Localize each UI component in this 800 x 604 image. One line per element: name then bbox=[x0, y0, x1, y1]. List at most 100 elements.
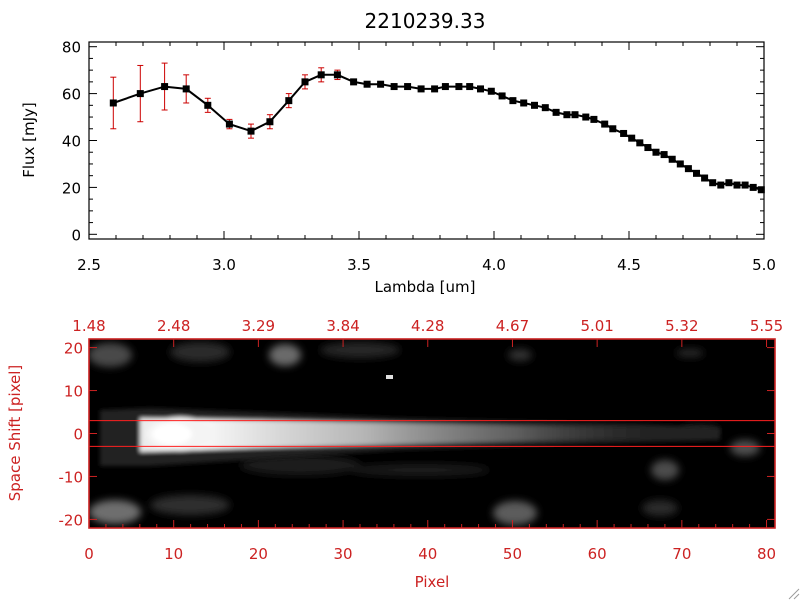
spectrum-point bbox=[644, 144, 652, 152]
spectrum-error-bars bbox=[110, 62, 765, 193]
spectrum-x-tick-label: 4.5 bbox=[617, 256, 641, 274]
spectrum-point bbox=[109, 99, 117, 107]
spectrum-point bbox=[563, 111, 571, 119]
spectrum-x-tick-label: 2.5 bbox=[77, 256, 101, 274]
spectrum-point bbox=[660, 151, 668, 159]
image-top-tick-label: 5.55 bbox=[750, 317, 783, 335]
spectrum-point bbox=[741, 181, 749, 189]
spectrum-point bbox=[571, 111, 579, 119]
spectrum-point bbox=[136, 90, 144, 98]
image-top-tick-label: 2.48 bbox=[157, 317, 190, 335]
spectrum-point bbox=[676, 160, 684, 168]
image-top-tick-label: 5.01 bbox=[580, 317, 613, 335]
spectral-image bbox=[89, 339, 775, 528]
spectrum-x-ticks: 2.5 3.0 3.5 4.0 4.5 5.0 bbox=[77, 42, 776, 274]
spectrum-point bbox=[225, 120, 233, 128]
image-top-tick-label: 4.67 bbox=[496, 317, 529, 335]
spectrum-point bbox=[541, 104, 549, 112]
spectrum-point bbox=[498, 92, 506, 100]
spectrum-plot-frame bbox=[88, 41, 765, 240]
spectrum-point bbox=[431, 85, 439, 93]
spectrum-point bbox=[668, 155, 676, 163]
image-top-tick-label: 4.28 bbox=[411, 317, 444, 335]
spectrum-title: 2210239.33 bbox=[365, 9, 486, 33]
spectrum-point bbox=[701, 174, 709, 182]
spectrum-point bbox=[636, 139, 644, 147]
spectrum-y-tick-label: 20 bbox=[62, 179, 81, 197]
spectrum-point bbox=[509, 97, 517, 105]
spectrum-point bbox=[609, 125, 617, 133]
image-wavelength-ticks: 1.48 2.48 3.29 3.84 4.28 4.67 5.01 5.32 5.55 bbox=[72, 317, 783, 347]
image-x-axis-label: Pixel bbox=[415, 573, 450, 591]
image-noise bbox=[89, 342, 760, 525]
image-x-tick-label: 20 bbox=[249, 545, 268, 563]
image-y-tick-label: 10 bbox=[64, 383, 83, 401]
image-x-tick-label: 30 bbox=[334, 545, 353, 563]
spectrum-point bbox=[477, 85, 484, 93]
spectrum-point bbox=[266, 118, 274, 126]
spectrum-y-tick-label: 0 bbox=[71, 226, 81, 244]
image-y-tick-label: -10 bbox=[59, 468, 84, 486]
spectrum-point bbox=[404, 83, 412, 91]
resize-grip-icon[interactable] bbox=[786, 586, 800, 600]
image-x-tick-label: 10 bbox=[164, 545, 183, 563]
image-x-tick-label: 0 bbox=[84, 545, 94, 563]
spectrum-point bbox=[487, 87, 495, 95]
spectrum-point bbox=[363, 80, 371, 88]
spectrum-point bbox=[601, 120, 609, 128]
spectrum-point bbox=[441, 83, 449, 91]
spectrum-point bbox=[204, 101, 212, 109]
image-x-tick-label: 40 bbox=[418, 545, 437, 563]
spectrum-point bbox=[733, 181, 741, 189]
spectrum-point bbox=[709, 179, 717, 187]
spectrum-x-axis-label: Lambda [um] bbox=[375, 278, 476, 296]
spectrum-point bbox=[757, 186, 765, 194]
spectrum-point bbox=[301, 78, 309, 86]
spectrum-point bbox=[552, 108, 560, 116]
image-x-tick-label: 50 bbox=[503, 545, 522, 563]
spectrum-point bbox=[725, 179, 733, 187]
spectrum-x-tick-label: 5.0 bbox=[752, 256, 776, 274]
image-x-tick-label: 80 bbox=[757, 545, 776, 563]
spectrum-x-tick-label: 4.0 bbox=[482, 256, 506, 274]
image-top-tick-label: 3.84 bbox=[326, 317, 359, 335]
image-y-tick-label: 0 bbox=[73, 426, 83, 444]
image-x-ticks: 0 10 20 30 40 50 60 70 80 bbox=[84, 520, 776, 563]
spectral-trace bbox=[100, 408, 720, 466]
spectrum-point bbox=[333, 71, 341, 79]
spectrum-y-axis-label: Flux [mJy] bbox=[20, 102, 38, 178]
spectrum-point bbox=[620, 129, 628, 137]
spectrum-point bbox=[455, 83, 463, 91]
hot-pixel bbox=[386, 375, 393, 379]
spectrum-point bbox=[466, 83, 474, 91]
image-y-ticks: -20 -10 0 10 20 bbox=[59, 340, 775, 529]
spectrum-point bbox=[417, 85, 425, 93]
spectrum-y-tick-label: 60 bbox=[62, 86, 81, 104]
image-y-axis-label: Space Shift [pixel] bbox=[6, 365, 24, 502]
spectrum-point bbox=[390, 83, 398, 91]
spectrum-point bbox=[520, 99, 528, 107]
spectrum-point bbox=[717, 181, 725, 189]
spectrum-point bbox=[582, 113, 590, 121]
image-y-tick-label: 20 bbox=[64, 340, 83, 358]
spectrum-x-tick-label: 3.0 bbox=[212, 256, 236, 274]
image-top-tick-label: 5.32 bbox=[665, 317, 698, 335]
spectrum-y-ticks: 0 20 40 60 80 bbox=[62, 39, 764, 244]
image-top-tick-label: 3.29 bbox=[242, 317, 275, 335]
image-x-tick-label: 70 bbox=[672, 545, 691, 563]
spectrum-points bbox=[109, 71, 765, 194]
spectrum-point bbox=[590, 115, 598, 123]
image-panel: 0 10 20 30 40 50 60 70 80 -20 -10 0 10 20 1.48 2.48 3.… bbox=[6, 317, 783, 591]
spectrum-point bbox=[350, 78, 358, 86]
spectrum-point bbox=[652, 148, 660, 156]
image-top-tick-label: 1.48 bbox=[72, 317, 105, 335]
spectrum-point bbox=[161, 83, 169, 91]
spectrum-y-tick-label: 40 bbox=[62, 133, 81, 151]
image-x-tick-label: 60 bbox=[588, 545, 607, 563]
spectrum-point bbox=[684, 165, 692, 173]
spectrum-point bbox=[628, 134, 636, 142]
spectrum-y-tick-label: 80 bbox=[62, 39, 81, 57]
spectrum-point bbox=[377, 80, 385, 88]
spectrum-panel: 2210239.33 2.5 3.0 3.5 4.0 4.5 5.0 020406080 … bbox=[20, 9, 776, 296]
